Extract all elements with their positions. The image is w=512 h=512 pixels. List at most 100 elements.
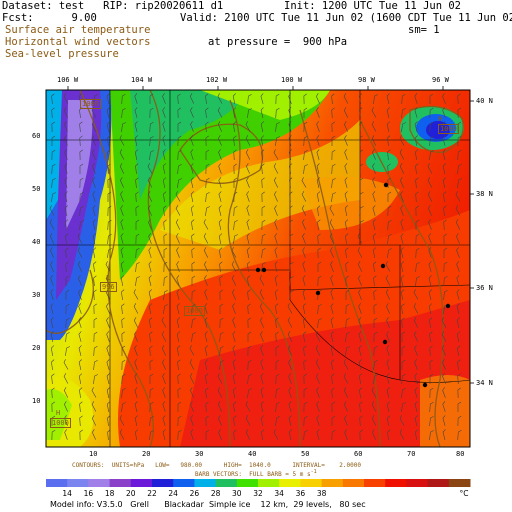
model-info: Model info: V3.5.0 Grell Blackadar Simpl…: [50, 500, 366, 509]
wind-barb: [149, 416, 154, 427]
wind-barb: [428, 233, 432, 244]
lon-96w: 96 W: [432, 76, 449, 84]
wind-barb: [456, 275, 460, 286]
wind-barb: [344, 149, 348, 160]
colorbar-swatch: [152, 479, 174, 487]
wind-barb: [428, 205, 432, 216]
wind-barb: [358, 303, 362, 314]
wind-barb: [233, 191, 238, 203]
wind-barb: [372, 149, 376, 160]
wind-barb: [358, 331, 362, 342]
colorbar-tick-label: 14: [62, 489, 72, 498]
colorbar-swatch: [46, 479, 68, 487]
wind-barb: [106, 359, 110, 370]
wind-barb: [91, 401, 97, 412]
wind-barb: [302, 247, 306, 258]
wind-barb: [246, 205, 250, 216]
wind-barb: [148, 289, 152, 300]
wind-barb: [359, 415, 363, 427]
wind-barb: [50, 331, 54, 342]
wind-barb: [289, 276, 294, 287]
wind-barb: [163, 205, 167, 217]
wind-barb: [119, 163, 125, 174]
init-line: Init: 1200 UTC Tue 11 Jun 02: [284, 0, 462, 12]
wind-barb: [386, 373, 390, 384]
wind-barb: [345, 261, 349, 273]
wind-barb: [344, 191, 348, 202]
lon-104w: 104 W: [131, 76, 153, 84]
wind-barb: [247, 317, 251, 329]
wind-barb: [149, 345, 153, 357]
wind-barb: [79, 177, 84, 189]
wind-barb: [177, 164, 182, 175]
grid-y-40: 40: [32, 238, 41, 246]
forecast-line: Fcst: 9.00: [2, 12, 97, 24]
wind-barb: [401, 345, 406, 356]
wind-barb: [217, 121, 223, 132]
wind-barb: [177, 93, 181, 105]
wind-barb: [386, 303, 390, 314]
wind-barb: [288, 121, 292, 132]
wind-barb: [162, 387, 166, 398]
wind-barb: [191, 233, 195, 245]
wind-barb: [91, 121, 97, 132]
wind-barb: [373, 360, 378, 371]
wind-barb: [316, 93, 320, 104]
colorbar-tick-label: 16: [83, 489, 94, 498]
wind-barb: [331, 121, 335, 133]
wind-barb: [162, 177, 167, 188]
colorbar-tick-label: 34: [274, 489, 284, 498]
wind-barb: [344, 135, 348, 146]
wind-barb: [190, 107, 194, 118]
wind-barb: [92, 429, 96, 440]
wind-barb: [219, 303, 224, 314]
wind-barb: [386, 93, 390, 104]
wind-barb: [429, 121, 434, 133]
wind-barb: [92, 233, 96, 244]
wind-barb: [106, 401, 111, 412]
wind-barb: [177, 387, 181, 399]
colorbar-swatch: [215, 479, 238, 487]
wind-barb: [401, 93, 406, 105]
wind-barb: [428, 289, 432, 300]
wind-barb: [457, 135, 462, 147]
wind-barb: [177, 178, 182, 189]
wind-barb: [121, 373, 126, 385]
wind-barb: [51, 107, 55, 119]
wind-barb: [316, 429, 320, 440]
wind-barb: [303, 401, 308, 413]
wind-barb: [245, 149, 251, 160]
grid-y-30: 30: [32, 291, 41, 299]
wind-barb: [288, 373, 292, 384]
wind-barb: [343, 387, 349, 398]
wind-barb: [133, 303, 139, 314]
wind-barb: [106, 93, 110, 104]
wind-barb: [401, 402, 406, 413]
wind-barb: [387, 429, 391, 441]
wind-barb: [358, 275, 362, 286]
map-field: [46, 90, 470, 447]
wind-barb: [415, 191, 419, 203]
wind-barb: [50, 247, 54, 258]
wind-barb: [372, 219, 376, 230]
wind-barb: [232, 331, 236, 342]
wind-barb: [303, 373, 307, 385]
valid-line: Valid: 2100 UTC Tue 11 Jun 02 (1600 CDT …: [180, 12, 512, 24]
wind-barb: [93, 289, 97, 301]
wind-barb: [162, 135, 166, 146]
wind-barb: [457, 107, 461, 119]
colorbar-tick-label: 38: [316, 489, 327, 498]
wind-barb: [163, 290, 168, 301]
wind-barb: [203, 233, 209, 244]
wind-barb: [204, 317, 208, 328]
high-center-marker: H: [56, 409, 61, 417]
wind-barb: [106, 317, 110, 328]
wind-barb: [415, 219, 420, 230]
wind-barb: [372, 233, 376, 244]
colorbar-swatch: [67, 479, 89, 487]
wind-barb: [442, 107, 446, 118]
wind-barb: [329, 219, 335, 230]
wind-barb: [161, 317, 167, 328]
wind-barb: [121, 345, 126, 356]
wind-barb: [345, 346, 350, 357]
